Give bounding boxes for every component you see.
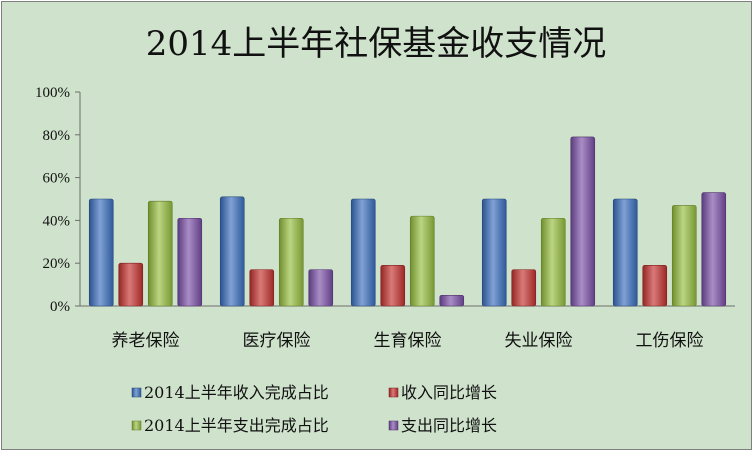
chart-title: 2014上半年社保基金收支情况 [146, 24, 607, 64]
legend-label: 收入同比增长 [401, 383, 497, 402]
y-tick-label: 60% [43, 171, 71, 187]
bar-4-3 [701, 192, 727, 307]
x-category-label: 失业保险 [505, 331, 573, 351]
x-category-label: 医疗保险 [243, 331, 311, 351]
bar-0-1 [118, 262, 144, 307]
bar-1-1 [249, 269, 275, 307]
bar-0-2 [147, 200, 173, 307]
bar-0-0 [88, 198, 114, 307]
legend-label: 支出同比增长 [401, 416, 497, 435]
legend-swatch [131, 387, 142, 398]
bar-4-2 [671, 205, 697, 307]
bar-2-3 [439, 294, 465, 307]
y-tick-label: 100% [35, 85, 70, 101]
bar-0-3 [177, 217, 203, 307]
bar-1-3 [308, 269, 334, 307]
legend-swatch [388, 387, 399, 398]
x-category-label: 生育保险 [374, 331, 442, 351]
bar-1-2 [278, 217, 304, 307]
legend-swatch [131, 420, 142, 431]
bar-3-3 [570, 136, 596, 307]
legend-label: 2014上半年收入完成占比 [144, 383, 329, 402]
legend: 2014上半年收入完成占比 收入同比增长 2014上半年支出完成占比 支出同比增长 [131, 383, 497, 435]
bar-2-1 [380, 265, 406, 307]
x-category-label: 工伤保险 [636, 331, 704, 351]
y-tick-label: 80% [43, 128, 71, 144]
legend-swatch [388, 420, 399, 431]
bar-2-0 [350, 198, 376, 307]
bar-3-2 [540, 217, 566, 307]
bar-3-1 [511, 269, 537, 307]
bar-3-0 [481, 198, 507, 307]
x-axis-labels: 养老保险 医疗保险 生育保险 失业保险 工伤保险 [112, 331, 704, 351]
bar-2-2 [409, 215, 435, 307]
bar-4-1 [642, 265, 668, 307]
bar-1-0 [219, 196, 245, 307]
bars-group [88, 136, 727, 307]
y-tick-label: 40% [43, 213, 71, 229]
legend-label: 2014上半年支出完成占比 [144, 416, 329, 435]
x-category-label: 养老保险 [112, 331, 180, 351]
y-axis-ticks: 0% 20% 40% 60% 80% 100% [35, 85, 80, 315]
bar-4-0 [612, 198, 638, 307]
y-tick-label: 0% [50, 299, 70, 315]
y-tick-label: 20% [43, 256, 71, 272]
